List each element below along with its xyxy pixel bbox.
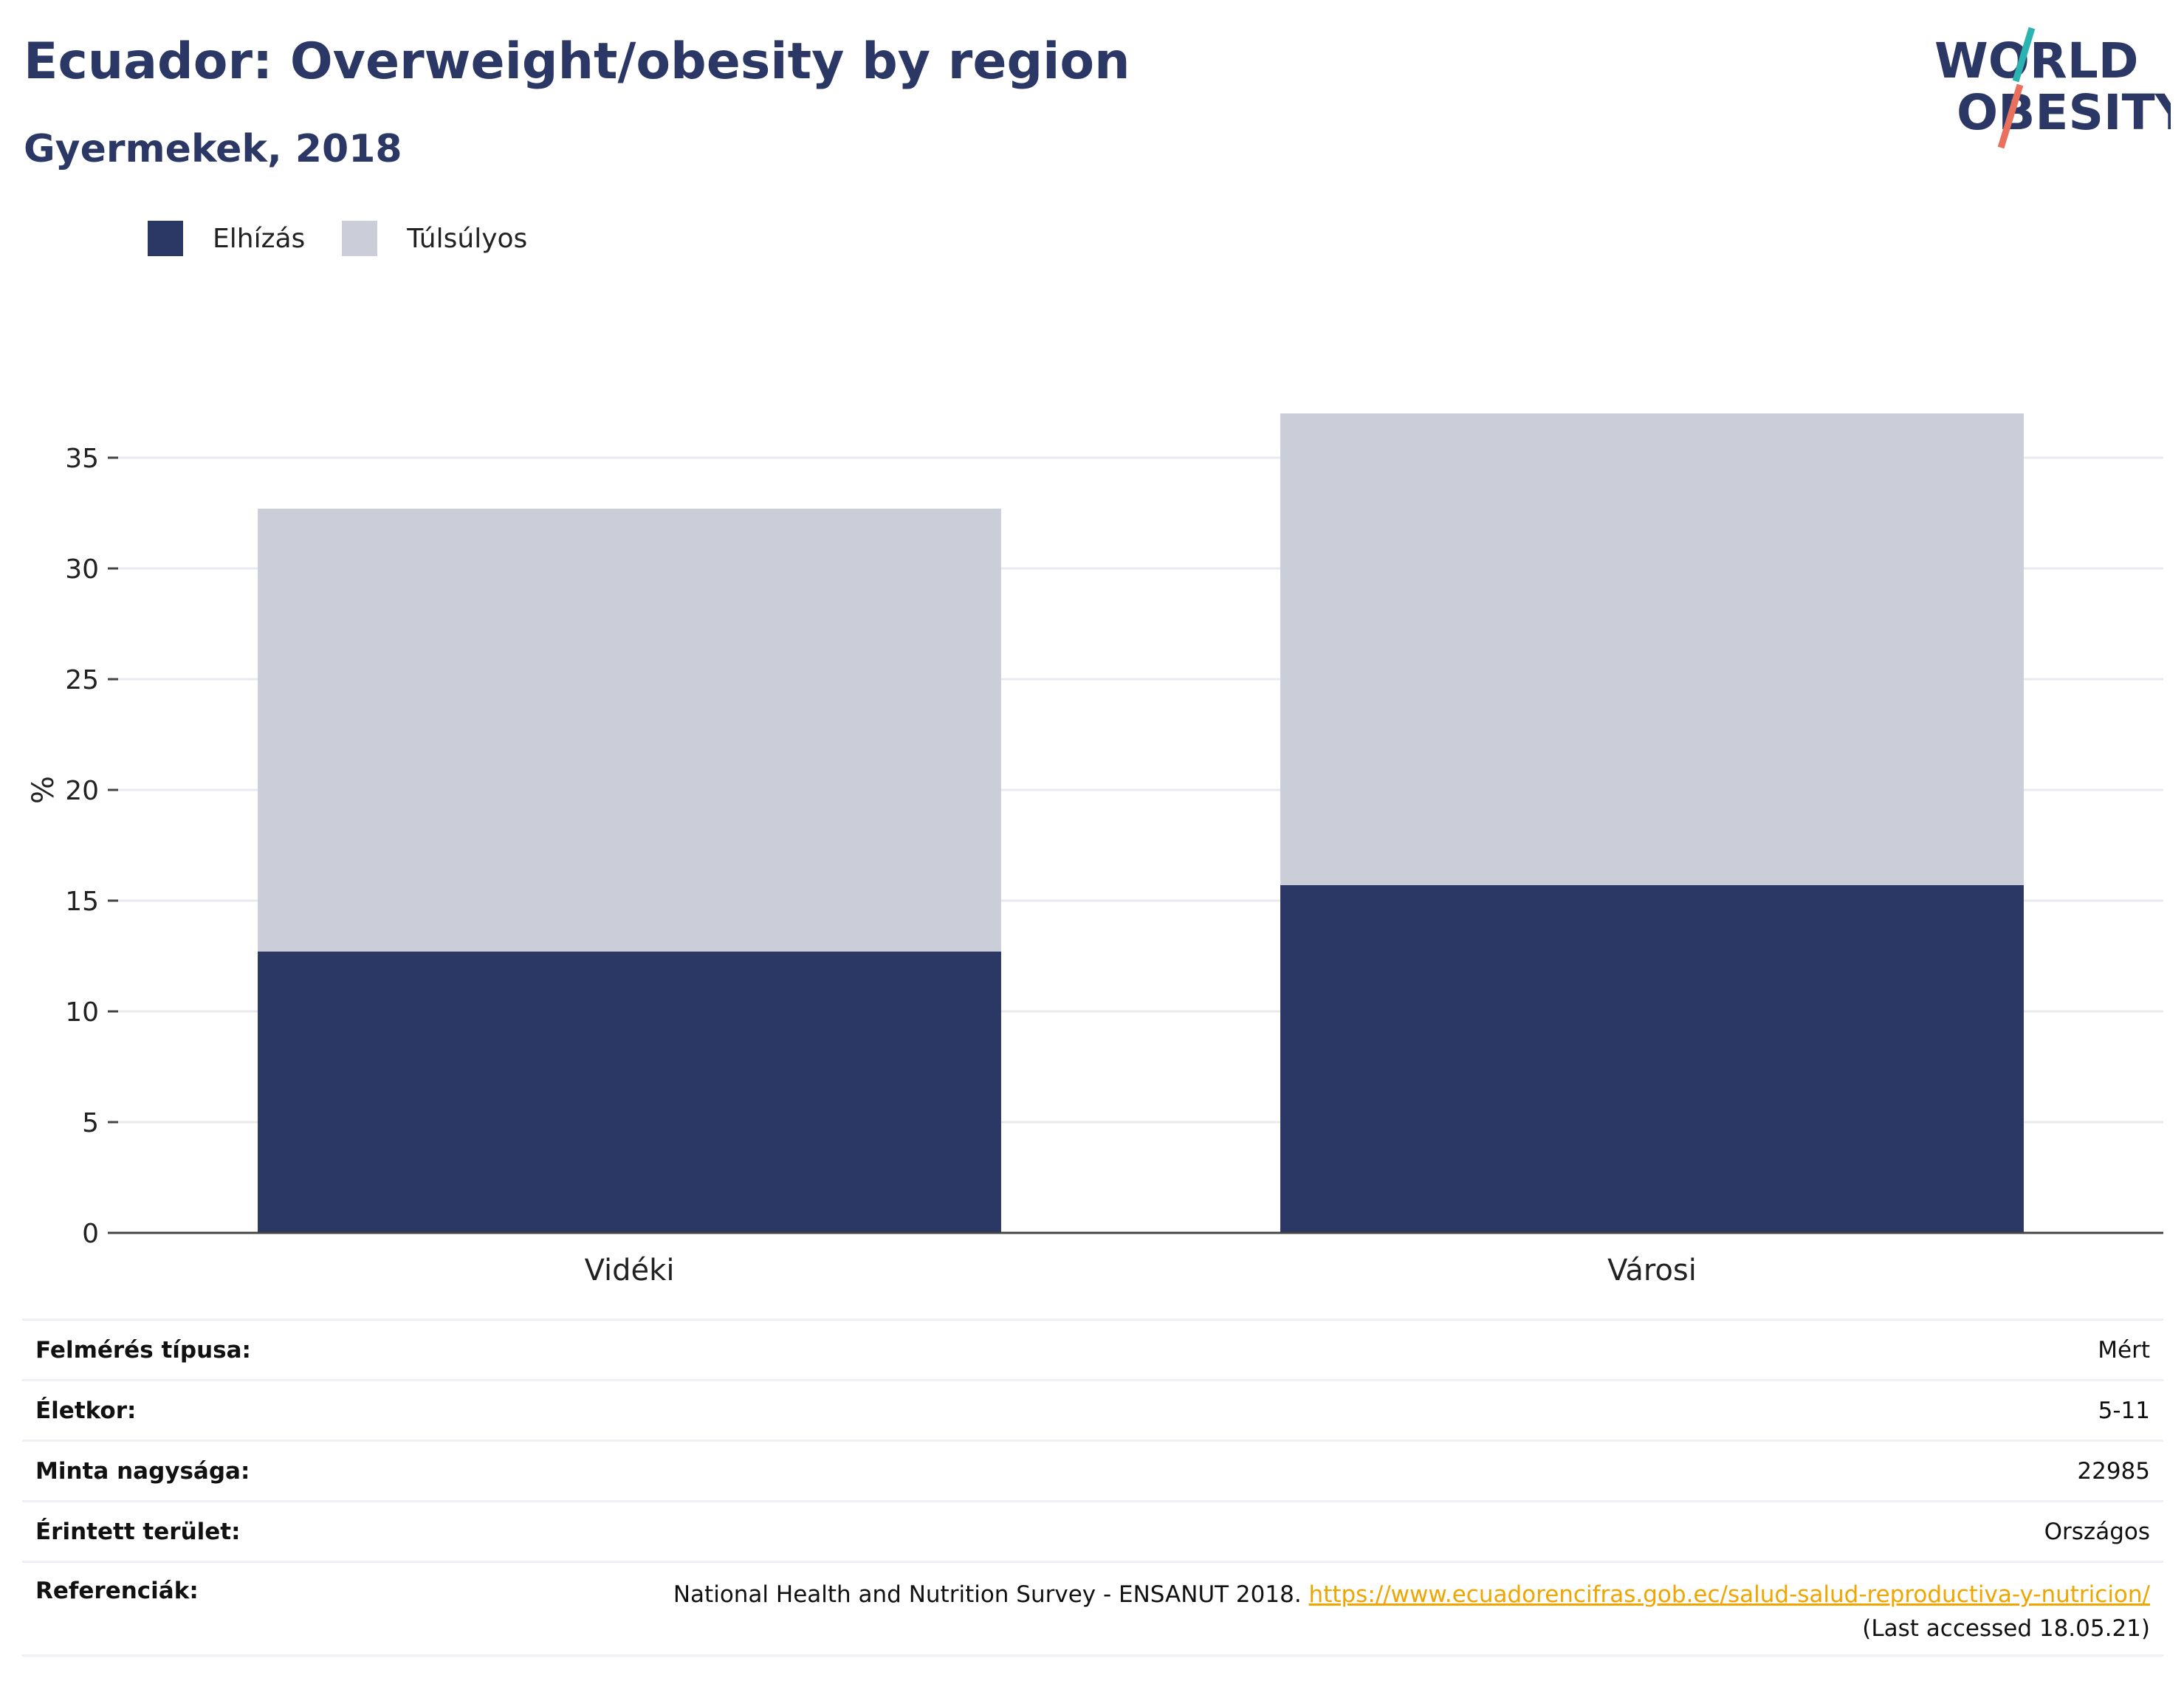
legend-label-obesity: Elhízás	[213, 223, 306, 254]
info-row-area: Érintett terület: Országos	[22, 1500, 2163, 1561]
sample-size-value: 22985	[2077, 1457, 2150, 1485]
y-tick-label: 25	[65, 665, 99, 695]
bar-overweight-0[interactable]	[258, 509, 1001, 952]
legend-swatch-overweight	[342, 221, 378, 256]
logo-slash-coral	[1997, 83, 2024, 149]
x-tick-label: Vidéki	[585, 1254, 675, 1287]
bar-chart: 0 5 10 15 20 25 30 35% Vidéki Városi	[27, 413, 2163, 1287]
legend-label-overweight: Túlsúlyos	[407, 223, 528, 254]
references-value: National Health and Nutrition Survey - E…	[673, 1578, 2150, 1646]
survey-info-table: Felmérés típusa: Mért Életkor: 5-11 Mint…	[22, 1318, 2163, 1657]
chart-title: Ecuador: Overweight/obesity by region	[24, 32, 1130, 91]
legend-item-overweight[interactable]: Túlsúlyos	[342, 221, 527, 256]
y-tick-label: 0	[82, 1219, 99, 1249]
sample-size-label: Minta nagysága:	[35, 1457, 250, 1485]
legend-swatch-obesity	[148, 221, 183, 256]
y-tick-label: 35	[65, 444, 99, 474]
reference-link[interactable]: https://www.ecuadorencifras.gob.ec/salud…	[1308, 1581, 2150, 1608]
references-label: Referenciák:	[35, 1578, 199, 1604]
age-value: 5-11	[2098, 1397, 2150, 1424]
legend: Elhízás Túlsúlyos	[148, 219, 564, 258]
info-row-references: Referenciák: National Health and Nutriti…	[22, 1561, 2163, 1657]
logo-slash-teal	[2012, 27, 2036, 83]
survey-type-value: Mért	[2098, 1336, 2150, 1364]
bar-overweight-1[interactable]	[1280, 413, 2024, 885]
y-tick-label: 30	[65, 554, 99, 585]
y-tick-label: 20	[65, 776, 99, 806]
logo-word-world: WORLD	[1934, 32, 2139, 89]
logo-word-obesity: OBESITY	[1957, 84, 2171, 141]
y-tick-label: 5	[82, 1108, 99, 1138]
y-tick-label: 10	[65, 997, 99, 1028]
info-row-age: Életkor: 5-11	[22, 1379, 2163, 1440]
world-obesity-logo: WORLD OBESITY	[1934, 27, 2171, 149]
info-row-sample-size: Minta nagysága: 22985	[22, 1440, 2163, 1500]
y-axis-title: %	[27, 776, 61, 804]
last-accessed: (Last accessed 18.05.21)	[1862, 1615, 2150, 1642]
reference-text: National Health and Nutrition Survey - E…	[673, 1581, 1309, 1608]
bar-obesity-1[interactable]	[1280, 885, 2024, 1233]
survey-type-label: Felmérés típusa:	[35, 1336, 251, 1364]
x-tick-label: Városi	[1607, 1254, 1697, 1287]
info-row-survey-type: Felmérés típusa: Mért	[22, 1318, 2163, 1379]
chart-subtitle: Gyermekek, 2018	[24, 127, 402, 171]
bar-obesity-0[interactable]	[258, 952, 1001, 1233]
legend-item-obesity[interactable]: Elhízás	[148, 221, 305, 256]
area-label: Érintett terület:	[35, 1518, 241, 1545]
age-label: Életkor:	[35, 1397, 137, 1424]
area-value: Országos	[2044, 1518, 2150, 1545]
y-tick-label: 15	[65, 887, 99, 917]
